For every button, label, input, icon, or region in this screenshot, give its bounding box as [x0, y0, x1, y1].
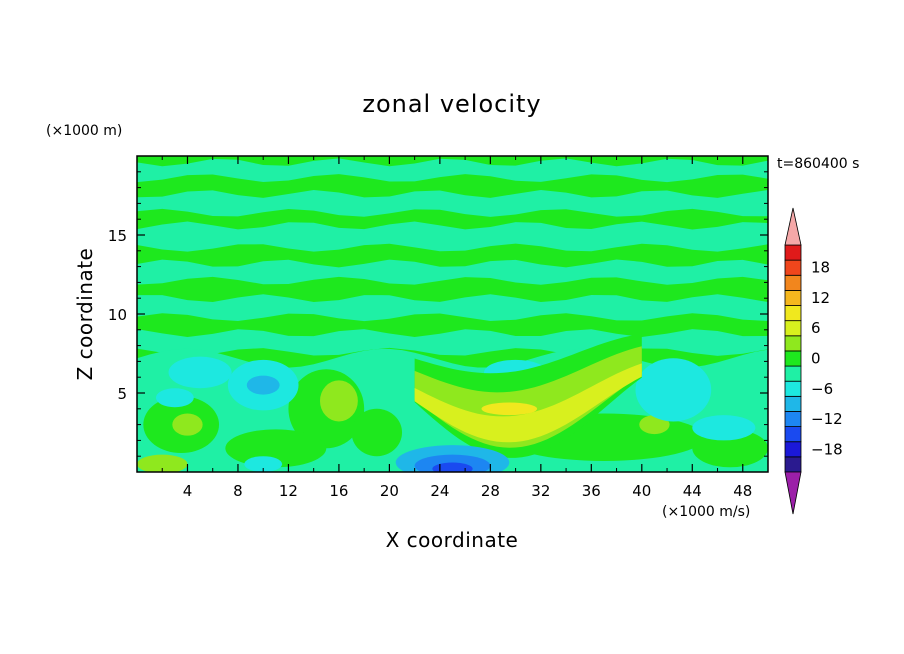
x-tick-label: 16	[329, 482, 348, 500]
field-feature	[351, 408, 403, 457]
colorbar-swatch	[784, 395, 802, 412]
colorbar-tick-label: −18	[811, 440, 843, 458]
chart-title: zonal velocity	[362, 90, 541, 118]
x-axis: 4 8 12 16 20 24 28 32 36 40 44 48	[161, 156, 752, 500]
colorbar-swatch	[784, 289, 802, 306]
x-tick-label: 20	[380, 482, 399, 500]
y-tick-label: 5	[117, 385, 127, 403]
velocity-field	[137, 156, 768, 472]
field-feature	[481, 402, 538, 416]
field-feature	[692, 415, 756, 441]
field-feature	[137, 454, 188, 472]
x-tick-label: 12	[279, 482, 298, 500]
x-tick-label: 40	[632, 482, 651, 500]
colorbar-swatch	[784, 305, 802, 322]
colorbar-swatch	[784, 365, 802, 382]
field-band	[137, 189, 768, 217]
colorbar-tick-label: 6	[811, 319, 821, 337]
field-band	[137, 221, 768, 252]
colorbar-swatch	[784, 350, 802, 367]
x-tick-label: 28	[481, 482, 500, 500]
colorbar-swatch	[784, 335, 802, 352]
x-tick-label: 44	[683, 482, 702, 500]
field-feature	[246, 375, 280, 395]
colorbar-swatch	[784, 411, 802, 428]
colorbar: 18 12 6 0 −6 −12 −18	[784, 207, 843, 515]
colorbar-swatch	[784, 380, 802, 397]
field-feature	[172, 413, 203, 436]
colorbar-swatch	[784, 456, 802, 473]
y-axis: 5 10 15	[108, 171, 768, 457]
field-feature	[244, 456, 283, 472]
field-feature	[155, 388, 194, 408]
x-tick-label: 36	[582, 482, 601, 500]
field-feature	[432, 462, 473, 472]
field-feature	[319, 380, 358, 422]
field-band	[137, 259, 768, 285]
x-axis-label: X coordinate	[386, 528, 519, 552]
y-unit-label: (×1000 m)	[46, 123, 122, 139]
colorbar-swatch	[784, 244, 802, 261]
field-band	[137, 158, 768, 183]
colorbar-tick-label: −12	[811, 410, 843, 428]
colorbar-swatch	[784, 259, 802, 276]
field-feature	[635, 358, 712, 422]
x-tick-label: 48	[733, 482, 752, 500]
x-tick-label: 24	[430, 482, 449, 500]
colorbar-swatch	[784, 426, 802, 443]
colorbar-tick-label: −6	[811, 380, 833, 398]
y-axis-label: Z coordinate	[73, 248, 97, 381]
colorbar-swatch	[784, 320, 802, 337]
field-band	[137, 294, 768, 322]
x-unit-label: (×1000 m/s)	[662, 504, 750, 520]
colorbar-swatch	[784, 441, 802, 458]
colorbar-over-arrow	[784, 207, 802, 246]
y-tick-label: 10	[108, 306, 127, 324]
field-feature	[225, 429, 327, 468]
x-tick-label: 4	[183, 482, 193, 500]
colorbar-swatch	[784, 274, 802, 291]
y-tick-label: 15	[108, 227, 127, 245]
time-label: t=860400 s	[777, 156, 859, 172]
field-feature	[168, 356, 232, 389]
x-tick-label: 8	[233, 482, 243, 500]
colorbar-tick-label: 18	[811, 259, 830, 277]
x-tick-label: 32	[531, 482, 550, 500]
field-jet	[414, 363, 642, 443]
colorbar-tick-label: 0	[811, 350, 821, 368]
colorbar-tick-label: 12	[811, 289, 830, 307]
colorbar-under-arrow	[784, 471, 802, 515]
